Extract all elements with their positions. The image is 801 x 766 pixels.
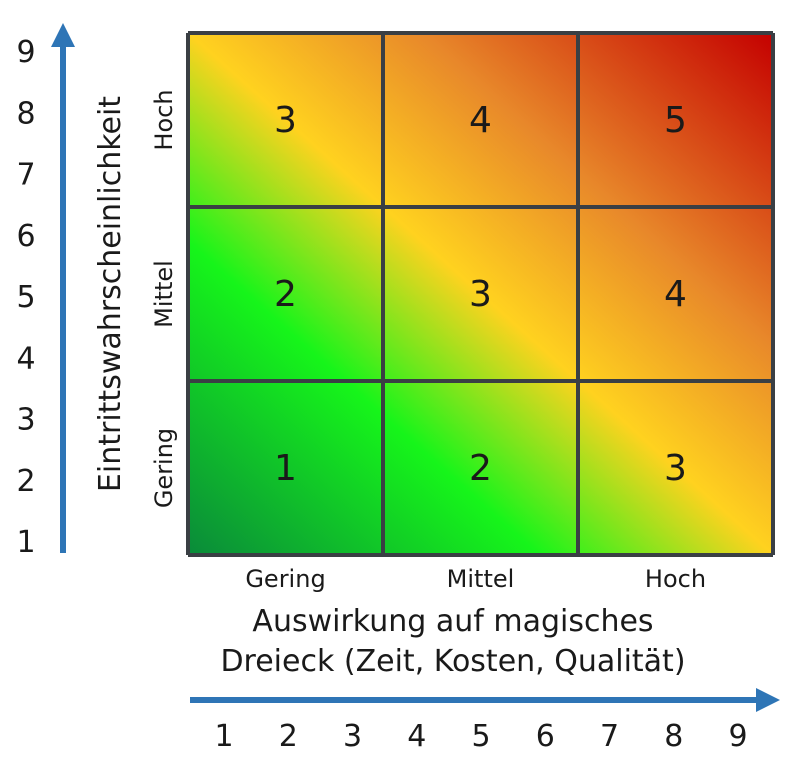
y-scale-number: 1	[16, 525, 35, 560]
matrix-grid	[186, 31, 775, 557]
x-scale-number: 8	[664, 719, 683, 754]
x-scale-number: 1	[214, 719, 233, 754]
cell-values: 1 2 3 2 3 4 3 4 5	[274, 100, 687, 489]
y-axis-title: Eintrittswahrscheinlichkeit	[93, 96, 128, 492]
y-scale-number: 5	[16, 280, 35, 315]
x-axis-title-line-2: Dreieck (Zeit, Kosten, Qualität)	[220, 644, 685, 679]
cell-value: 3	[274, 100, 297, 141]
cell-value: 4	[469, 100, 492, 141]
x-level-label: Hoch	[645, 565, 706, 593]
y-scale-number: 6	[16, 219, 35, 254]
y-level-label: Mittel	[150, 260, 178, 328]
y-level-label: Gering	[150, 428, 178, 508]
x-level-label: Mittel	[447, 565, 515, 593]
y-scale-number: 3	[16, 403, 35, 438]
cell-value: 2	[274, 274, 297, 315]
cell-value: 1	[274, 448, 297, 489]
cell-value: 3	[664, 448, 687, 489]
x-scale-number: 3	[343, 719, 362, 754]
cell-value: 2	[469, 448, 492, 489]
x-scale-number: 5	[471, 719, 490, 754]
x-scale-number: 2	[279, 719, 298, 754]
matrix-background	[188, 33, 773, 555]
y-scale-number: 8	[16, 96, 35, 131]
y-axis-scale: 1 2 3 4 5 6 7 8 9	[16, 35, 35, 560]
y-scale-number: 4	[16, 341, 35, 376]
y-scale-number: 9	[16, 35, 35, 70]
x-scale-number: 6	[536, 719, 555, 754]
x-scale-number: 7	[600, 719, 619, 754]
x-axis-level-labels: Gering Mittel Hoch	[245, 565, 706, 593]
cell-value: 5	[664, 100, 687, 141]
cell-value: 3	[469, 274, 492, 315]
y-scale-number: 2	[16, 464, 35, 499]
y-level-label: Hoch	[150, 89, 178, 150]
x-level-label: Gering	[245, 565, 325, 593]
x-axis-scale: 1 2 3 4 5 6 7 8 9	[214, 719, 747, 754]
x-scale-number: 9	[728, 719, 747, 754]
x-scale-number: 4	[407, 719, 426, 754]
y-axis-level-labels: Gering Mittel Hoch	[150, 89, 178, 508]
x-axis-title-line-1: Auswirkung auf magisches	[252, 604, 653, 639]
cell-value: 4	[664, 274, 687, 315]
y-scale-number: 7	[16, 158, 35, 193]
